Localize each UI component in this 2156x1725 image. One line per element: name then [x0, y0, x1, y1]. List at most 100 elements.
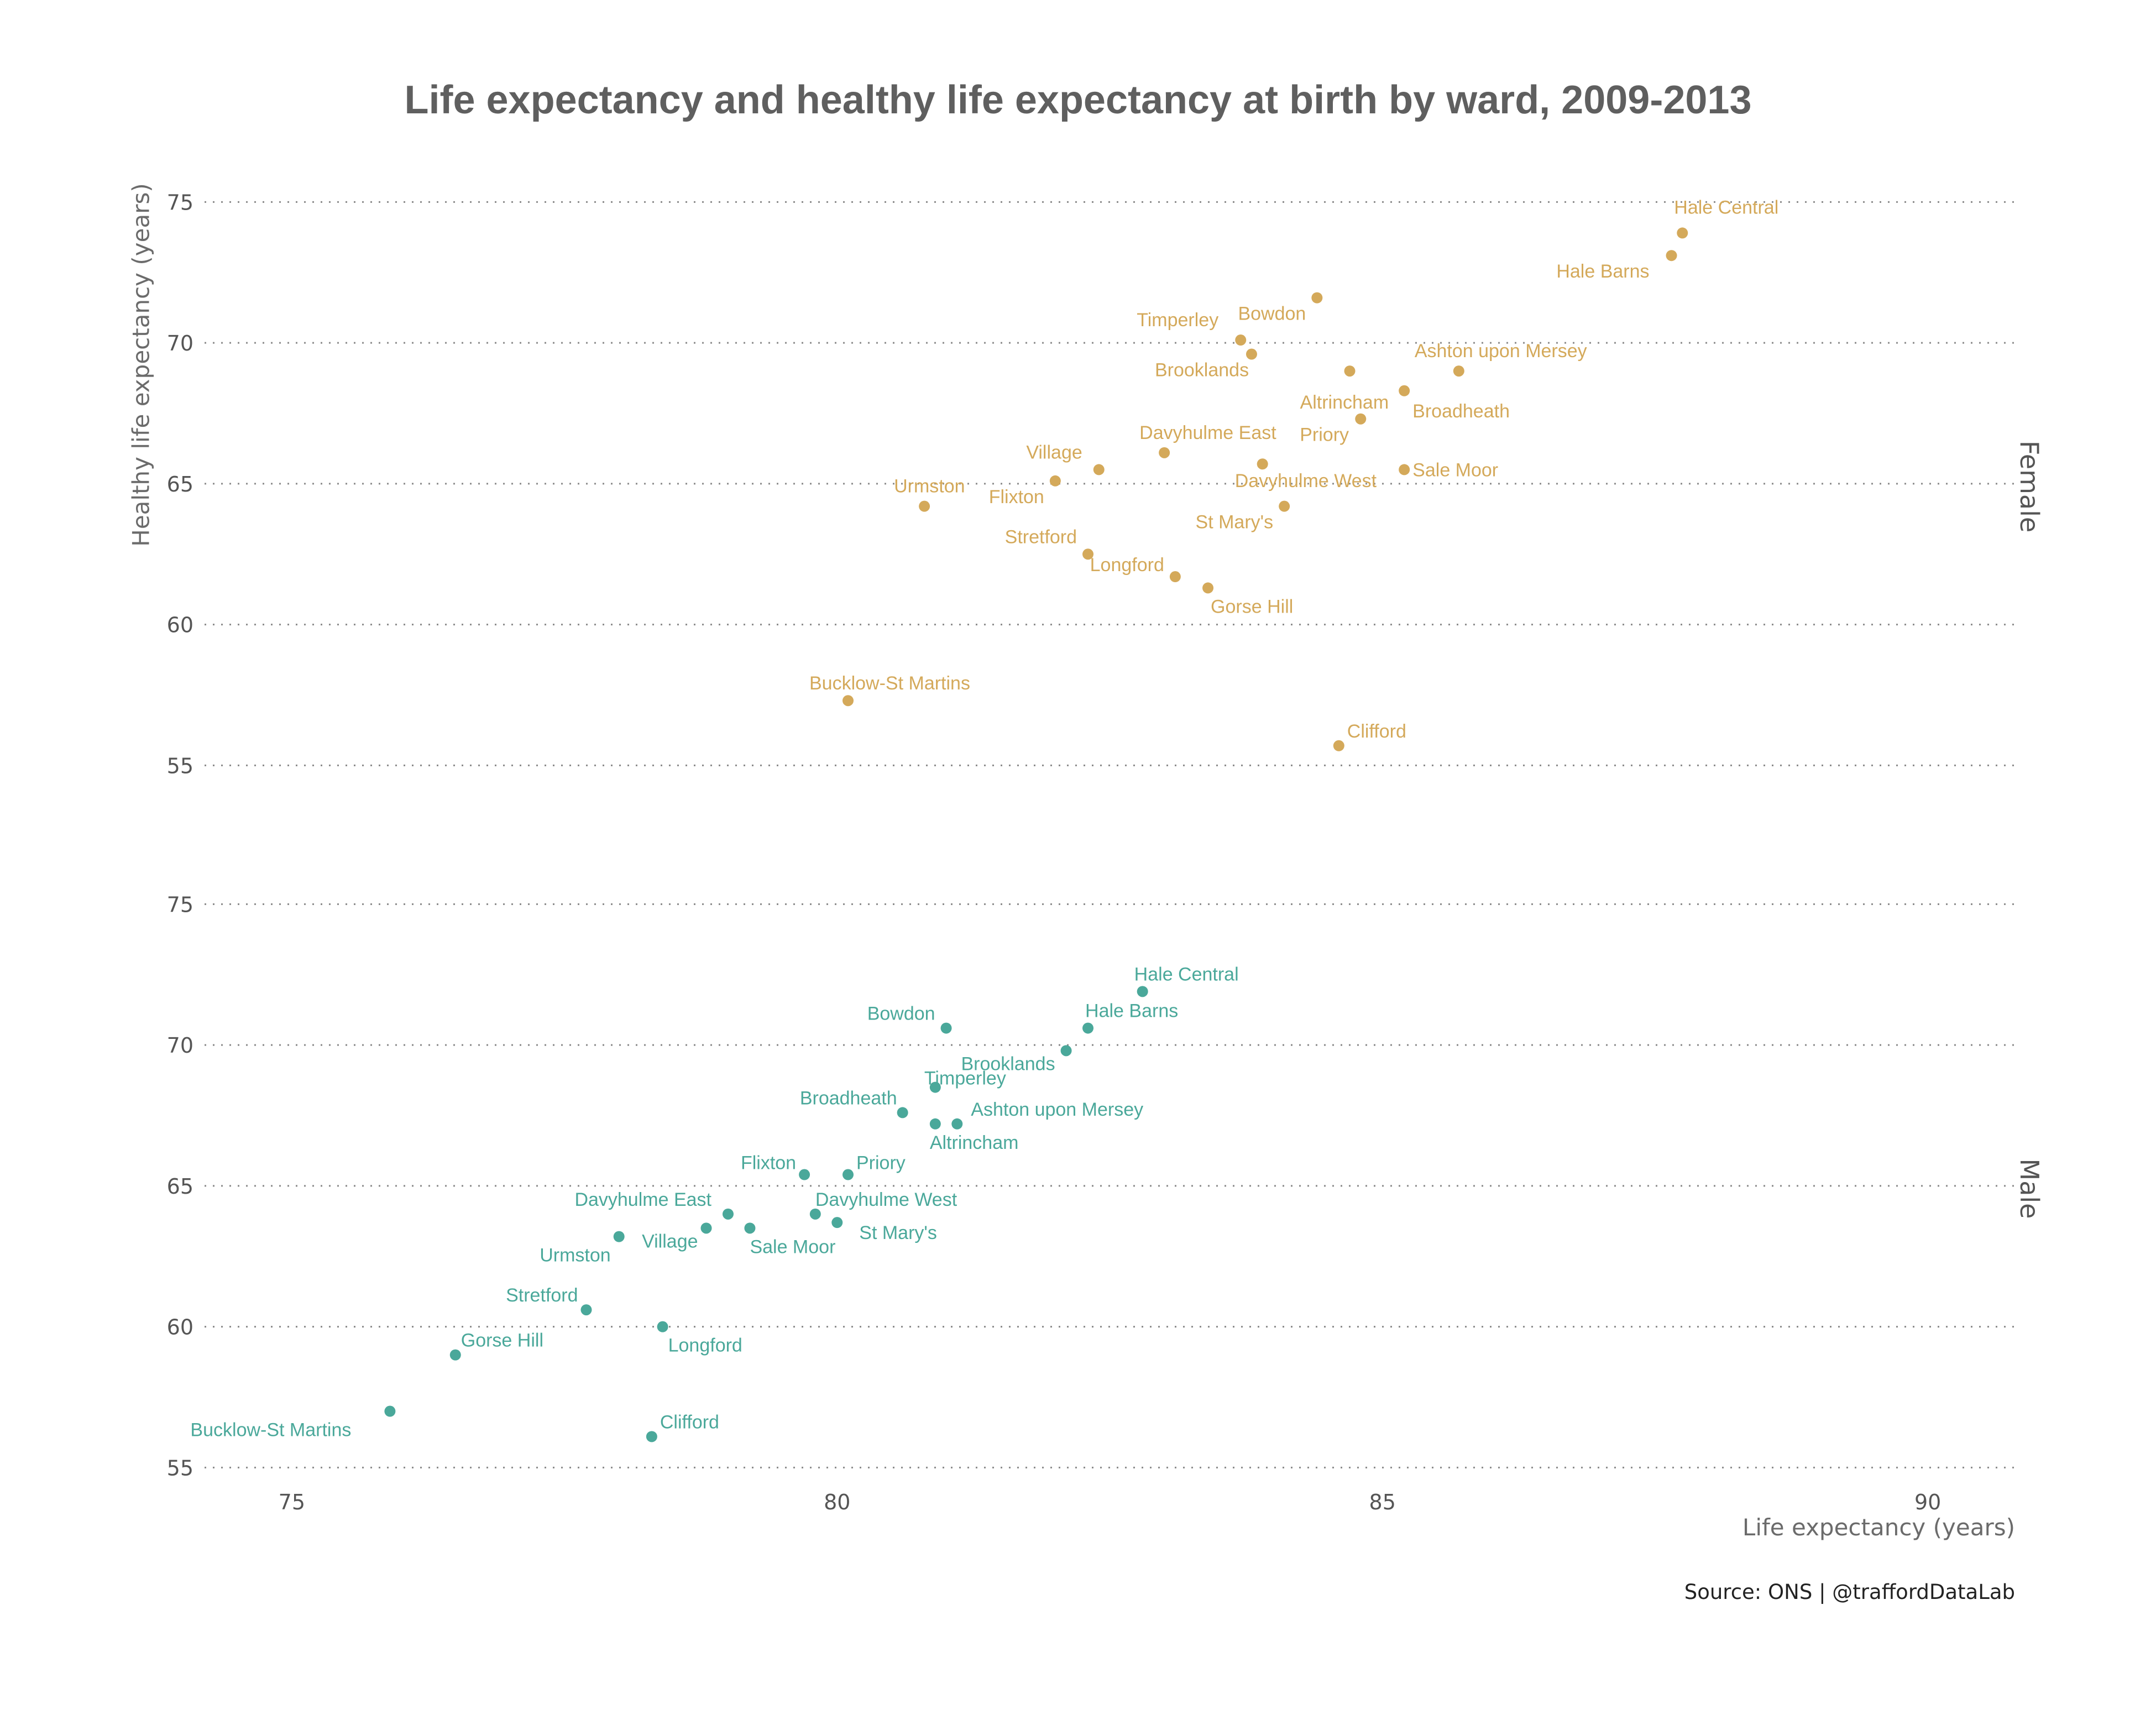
male-point-brooklands — [1060, 1045, 1072, 1057]
male-point-timperley — [929, 1081, 941, 1093]
male-label-brooklands: Brooklands — [961, 1053, 1055, 1074]
female-point-longford — [1169, 571, 1181, 583]
female-point-sale-moor — [1399, 464, 1410, 475]
female-label-longford: Longford — [1090, 555, 1164, 576]
female-label-ashton-upon-mersey: Ashton upon Mersey — [1415, 341, 1587, 362]
female-point-stretford — [1082, 548, 1094, 560]
male-point-broadheath — [897, 1107, 908, 1118]
male-y-tick-70: 70 — [167, 1033, 193, 1058]
male-label-longford: Longford — [668, 1335, 742, 1356]
x-tick-75: 75 — [279, 1490, 305, 1514]
male-label-clifford: Clifford — [660, 1412, 719, 1433]
male-label-bowdon: Bowdon — [867, 1003, 935, 1024]
male-y-tick-75: 75 — [167, 892, 193, 917]
female-y-tick-70: 70 — [167, 331, 193, 356]
x-tick-90: 90 — [1914, 1490, 1941, 1514]
female-label-altrincham: Altrincham — [1300, 392, 1389, 413]
female-point-st-mary-s — [1279, 500, 1290, 512]
female-label-hale-central: Hale Central — [1674, 197, 1778, 218]
female-point-village — [1093, 464, 1105, 475]
male-label-hale-central: Hale Central — [1134, 964, 1239, 985]
male-point-longford — [657, 1321, 668, 1332]
female-point-gorse-hill — [1202, 582, 1214, 594]
female-point-clifford — [1333, 740, 1344, 751]
female-label-hale-barns: Hale Barns — [1556, 261, 1649, 282]
female-label-bowdon: Bowdon — [1238, 304, 1306, 325]
female-point-brooklands — [1246, 348, 1257, 360]
female-label-timperley: Timperley — [1137, 310, 1218, 331]
facet-label-male: Male — [2014, 1159, 2044, 1219]
male-y-tick-65: 65 — [167, 1174, 193, 1199]
source-caption: Source: ONS | @traffordDataLab — [1684, 1580, 2015, 1604]
female-point-urmston — [919, 500, 930, 512]
male-point-hale-barns — [1082, 1022, 1094, 1034]
female-label-village: Village — [1026, 442, 1082, 463]
male-point-st-mary-s — [831, 1217, 843, 1229]
male-label-stretford: Stretford — [506, 1285, 578, 1306]
female-point-hale-central — [1677, 227, 1688, 239]
female-point-broadheath — [1399, 385, 1410, 396]
male-label-davyhulme-west: Davyhulme West — [815, 1189, 957, 1210]
male-point-ashton-upon-mersey — [951, 1118, 963, 1130]
male-label-priory: Priory — [856, 1153, 906, 1174]
male-label-st-mary-s: St Mary's — [859, 1222, 937, 1243]
male-label-village: Village — [642, 1231, 698, 1252]
male-point-sale-moor — [744, 1222, 756, 1234]
female-point-ashton-upon-mersey — [1453, 365, 1464, 377]
male-y-tick-60: 60 — [167, 1315, 193, 1340]
female-point-bowdon — [1311, 292, 1323, 304]
female-label-urmston: Urmston — [894, 476, 965, 497]
female-label-priory: Priory — [1300, 425, 1349, 446]
female-label-stretford: Stretford — [1005, 526, 1077, 547]
facet-label-female: Female — [2014, 441, 2044, 532]
female-label-gorse-hill: Gorse Hill — [1211, 596, 1293, 617]
female-label-davyhulme-east: Davyhulme East — [1139, 422, 1276, 443]
female-label-sale-moor: Sale Moor — [1412, 459, 1498, 480]
female-y-tick-65: 65 — [167, 472, 193, 496]
female-point-hale-barns — [1666, 250, 1677, 262]
male-label-hale-barns: Hale Barns — [1085, 1001, 1178, 1022]
male-point-clifford — [646, 1431, 657, 1442]
female-point-priory — [1355, 413, 1367, 425]
male-label-urmston: Urmston — [540, 1245, 610, 1266]
x-tick-80: 80 — [824, 1490, 850, 1514]
male-point-davyhulme-east — [722, 1208, 734, 1220]
female-label-broadheath: Broadheath — [1412, 401, 1510, 422]
female-label-brooklands: Brooklands — [1155, 360, 1249, 381]
female-label-bucklow-st-martins: Bucklow-St Martins — [809, 673, 970, 694]
male-y-tick-55: 55 — [167, 1456, 193, 1480]
male-point-flixton — [799, 1169, 810, 1180]
female-label-davyhulme-west: Davyhulme West — [1235, 471, 1377, 492]
male-label-broadheath: Broadheath — [800, 1088, 897, 1109]
male-label-bucklow-st-martins: Bucklow-St Martins — [190, 1420, 351, 1441]
male-point-stretford — [580, 1304, 592, 1316]
male-label-davyhulme-east: Davyhulme East — [574, 1189, 711, 1210]
x-tick-85: 85 — [1369, 1490, 1396, 1514]
male-point-urmston — [613, 1231, 625, 1242]
female-y-tick-55: 55 — [167, 754, 193, 778]
male-point-hale-central — [1137, 986, 1148, 997]
male-point-bowdon — [940, 1022, 952, 1034]
female-y-tick-60: 60 — [167, 613, 193, 637]
male-label-gorse-hill: Gorse Hill — [461, 1330, 543, 1351]
male-point-gorse-hill — [449, 1349, 461, 1361]
male-point-bucklow-st-martins — [384, 1405, 396, 1417]
female-point-davyhulme-east — [1159, 447, 1170, 458]
female-label-st-mary-s: St Mary's — [1196, 512, 1274, 533]
female-point-davyhulme-west — [1257, 458, 1268, 470]
female-y-tick-75: 75 — [167, 190, 193, 215]
x-axis-title: Life expectancy (years) — [1742, 1514, 2015, 1541]
female-point-flixton — [1049, 475, 1061, 487]
female-label-clifford: Clifford — [1347, 721, 1406, 742]
female-label-flixton: Flixton — [989, 487, 1044, 508]
male-label-timperley: Timperley — [924, 1068, 1006, 1089]
female-point-timperley — [1235, 334, 1247, 346]
male-label-flixton: Flixton — [741, 1153, 796, 1174]
male-point-priory — [842, 1169, 854, 1180]
male-label-sale-moor: Sale Moor — [750, 1236, 835, 1257]
female-point-altrincham — [1344, 365, 1356, 377]
chart-title: Life expectancy and healthy life expecta… — [404, 78, 1752, 122]
male-label-ashton-upon-mersey: Ashton upon Mersey — [971, 1099, 1143, 1120]
male-label-altrincham: Altrincham — [930, 1132, 1019, 1153]
